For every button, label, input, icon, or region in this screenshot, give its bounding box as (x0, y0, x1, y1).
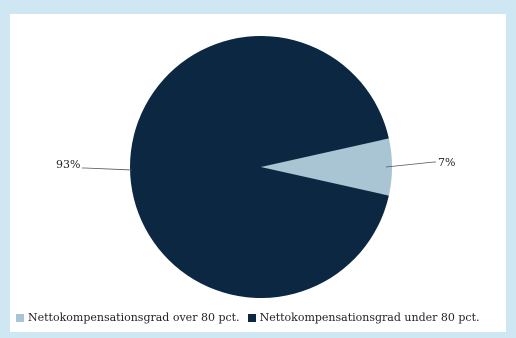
chart-frame: 7% 93% Nettokompensationsgrad over 80 pct… (10, 14, 506, 332)
legend-item-under-80: Nettokompensationsgrad under 80 pct. (247, 311, 480, 324)
legend: Nettokompensationsgrad over 80 pct. Nett… (16, 311, 488, 324)
pie-slice-over-80 (261, 138, 392, 196)
leader-line-over-80 (385, 161, 436, 168)
legend-item-over-80: Nettokompensationsgrad over 80 pct. (16, 311, 240, 324)
legend-swatch-under-80 (247, 313, 256, 322)
data-label-under-80: 93% (56, 158, 80, 171)
legend-label-over-80: Nettokompensationsgrad over 80 pct. (28, 311, 240, 324)
legend-swatch-over-80 (16, 313, 24, 322)
pie-slice-under-80 (129, 36, 389, 299)
leader-line-under-80 (82, 167, 133, 171)
data-label-over-80: 7% (438, 156, 455, 169)
pie-chart: 7% 93% (56, 36, 455, 299)
legend-label-under-80: Nettokompensationsgrad under 80 pct. (259, 311, 480, 324)
